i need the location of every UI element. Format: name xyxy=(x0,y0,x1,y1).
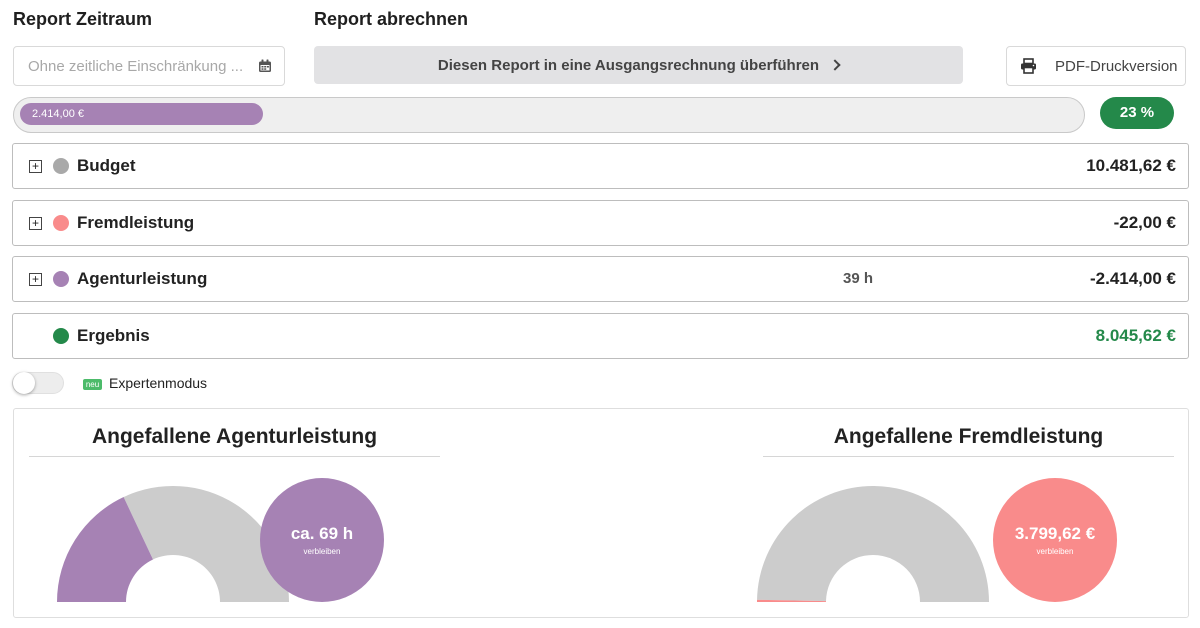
chart-title-agenturleistung: Angefallene Agenturleistung xyxy=(91,425,378,448)
expert-mode-toggle[interactable] xyxy=(12,372,64,394)
remaining-bubble-fremdleistung: 3.799,62 € verbleiben xyxy=(993,478,1117,602)
chart-divider xyxy=(763,456,1174,457)
gauge-remaining-segment xyxy=(757,485,989,602)
remaining-caption: verbleiben xyxy=(1036,547,1074,556)
budget-progress-bar: 2.414,00 € xyxy=(13,97,1085,133)
calendar-icon[interactable] xyxy=(258,59,272,73)
row-value: -22,00 € xyxy=(1113,213,1176,232)
transfer-to-invoice-label: Diesen Report in eine Ausgangsrechnung ü… xyxy=(437,56,820,74)
expand-icon[interactable]: + xyxy=(29,217,42,230)
gauge-used-segment xyxy=(757,599,827,602)
gauge-agenturleistung xyxy=(57,486,289,602)
legend-dot xyxy=(53,328,69,344)
report-billing-title: Report abrechnen xyxy=(314,9,469,29)
row-value: -2.414,00 € xyxy=(1089,269,1176,288)
row-value: 10.481,62 € xyxy=(1086,156,1176,175)
row-label: Fremdleistung xyxy=(77,213,195,232)
remaining-bubble-agenturleistung: ca. 69 h verbleiben xyxy=(260,478,384,602)
date-range-field[interactable] xyxy=(13,46,285,86)
row-agenturleistung[interactable]: + Agenturleistung 39 h -2.414,00 € xyxy=(12,256,1189,302)
remaining-value: 3.799,62 € xyxy=(1014,524,1096,543)
expand-icon[interactable]: + xyxy=(29,160,42,173)
expert-mode-label: Expertenmodus xyxy=(109,375,208,391)
gauge-fremdleistung xyxy=(757,485,989,602)
row-budget[interactable]: + Budget 10.481,62 € xyxy=(12,143,1189,189)
row-label: Budget xyxy=(77,156,136,175)
legend-dot xyxy=(53,158,69,174)
row-label: Ergebnis xyxy=(77,326,150,345)
toggle-knob[interactable] xyxy=(13,372,35,394)
gauge-used-segment xyxy=(57,497,153,602)
budget-progress-fill: 2.414,00 € xyxy=(20,103,263,125)
pdf-print-label: PDF-Druckversion xyxy=(1055,57,1178,75)
transfer-to-invoice-button[interactable]: Diesen Report in eine Ausgangsrechnung ü… xyxy=(314,46,963,84)
new-badge: neu xyxy=(83,379,102,390)
remaining-value: ca. 69 h xyxy=(290,524,354,543)
remaining-caption: verbleiben xyxy=(303,547,341,556)
row-value: 8.045,62 € xyxy=(1095,326,1176,345)
chart-divider xyxy=(29,456,440,457)
pdf-print-button[interactable]: PDF-Druckversion xyxy=(1006,46,1186,86)
gauge-remaining-segment xyxy=(123,486,289,602)
legend-dot xyxy=(53,271,69,287)
row-hours: 39 h xyxy=(843,270,874,287)
row-ergebnis: Ergebnis 8.045,62 € xyxy=(12,313,1189,359)
date-range-input[interactable] xyxy=(28,57,258,75)
row-label: Agenturleistung xyxy=(77,269,208,288)
charts-panel: Angefallene Agenturleistung ca. 69 h ver… xyxy=(13,408,1189,618)
printer-icon xyxy=(1021,58,1036,74)
expand-icon[interactable]: + xyxy=(29,273,42,286)
budget-percent-badge: 23 % xyxy=(1100,97,1174,129)
report-period-title: Report Zeitraum xyxy=(13,9,153,29)
chevron-right-icon xyxy=(829,59,841,71)
legend-dot xyxy=(53,215,69,231)
chart-title-fremdleistung: Angefallene Fremdleistung xyxy=(833,425,1104,448)
row-fremdleistung[interactable]: + Fremdleistung -22,00 € xyxy=(12,200,1189,246)
